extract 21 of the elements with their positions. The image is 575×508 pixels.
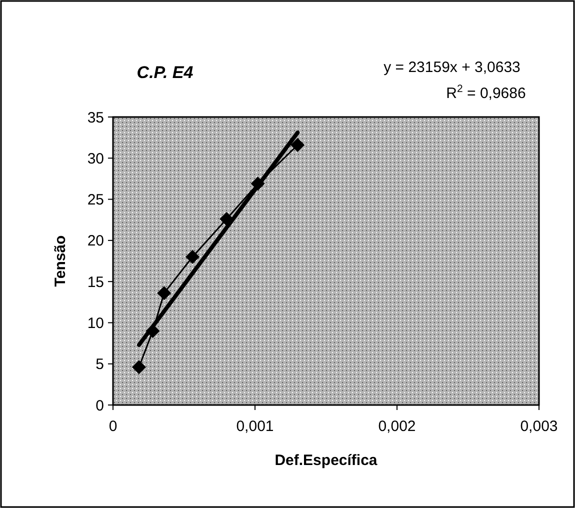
chart-title: C.P. E4 [136,63,194,82]
y-tick-label: 10 [87,314,104,332]
y-tick-label: 35 [87,109,104,126]
text: R$^{2}$ = 0,9686 [446,83,526,102]
point [157,286,172,300]
y-tick-label: 0 [96,397,104,414]
x-tick-label: 0,001 [236,418,274,435]
x-axis-title: Def.Específica [274,452,378,469]
y-tick-label: 5 [96,356,104,374]
point [290,138,305,152]
y-axis-title: Tensão [52,235,69,287]
x-tick-label: 0,002 [378,418,416,435]
y-tick-label: 30 [87,150,104,168]
text: y = 23159x + 3,0633 [384,59,520,76]
y-tick-label: 20 [87,232,104,250]
x-tick-label: 0,003 [520,418,558,435]
point [132,360,146,374]
y-tick-label: 25 [87,192,104,209]
x-tick-label: 0 [108,418,118,435]
point [186,250,200,264]
y-tick-label: 15 [87,274,104,291]
